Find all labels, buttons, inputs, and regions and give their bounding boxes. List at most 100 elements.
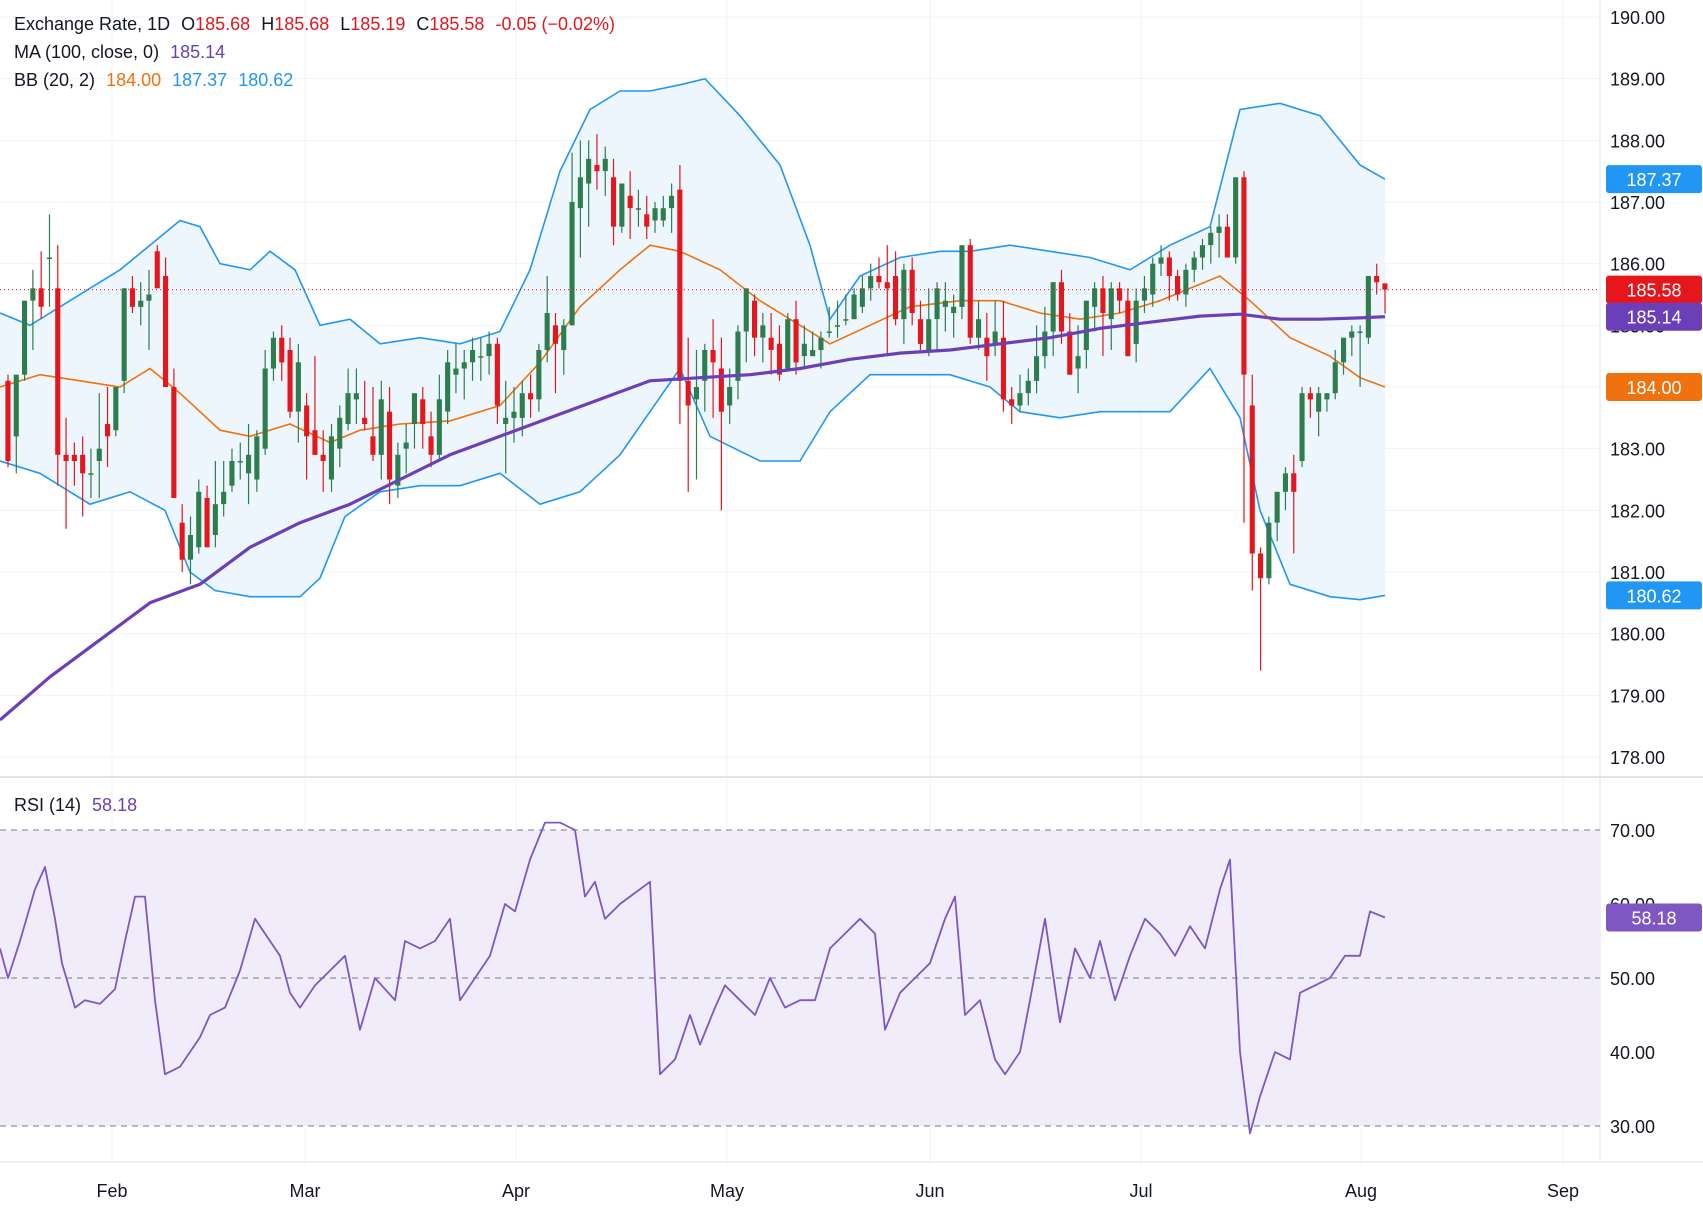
price-tick-label: 179.00 [1610, 686, 1665, 706]
candle [1092, 282, 1098, 332]
candle-body [776, 343, 782, 375]
legend-change: -0.05 (−0.02%) [495, 14, 616, 34]
candle-body [901, 269, 907, 320]
candle-body [1017, 393, 1023, 406]
candle-body [1266, 522, 1272, 579]
candle-body [304, 405, 310, 437]
candle-body [619, 183, 625, 227]
candle-body [337, 417, 343, 449]
candle-body [1324, 393, 1330, 400]
candle-body [345, 393, 351, 424]
candle [494, 337, 500, 424]
bollinger-band-fill [0, 78, 1385, 600]
candle-body [146, 294, 152, 301]
legend-title: Exchange Rate, 1D [14, 14, 171, 34]
candle [743, 288, 749, 363]
candle-body [528, 393, 534, 400]
candle [1332, 350, 1338, 400]
candle-body [46, 257, 52, 259]
time-axis[interactable]: Feb Mar Apr May Jun Jul Aug Sep [96, 1181, 1579, 1201]
candle [843, 294, 849, 326]
bb-band-area [0, 78, 1385, 600]
candle-body [246, 454, 252, 474]
bb-legend-upper: 187.37 [172, 70, 228, 90]
candle [760, 313, 766, 363]
candle-body [1175, 276, 1181, 295]
candle [55, 245, 61, 486]
candle-body [121, 288, 127, 381]
candle-body [1233, 177, 1239, 258]
bb-legend-basis: 184.00 [106, 70, 162, 90]
candle [992, 300, 998, 357]
candle [768, 313, 774, 375]
candle-body [627, 195, 633, 209]
candle-body [1349, 331, 1355, 338]
candle [163, 257, 169, 387]
candle-body [976, 319, 982, 338]
candle [96, 393, 102, 498]
time-tick-label: Mar [290, 1181, 321, 1201]
rsi-legend[interactable]: RSI (14) 58.18 [14, 795, 143, 816]
candle [1117, 282, 1123, 313]
candle-body [403, 442, 409, 449]
legend-o-label: O [181, 14, 196, 34]
candle-body [519, 393, 525, 418]
candle-body [735, 331, 741, 381]
candle [279, 325, 285, 381]
bb-legend-lower: 180.62 [238, 70, 294, 90]
candle-body [38, 288, 44, 307]
candle-body [951, 306, 957, 313]
candle-body [1150, 263, 1156, 295]
candle [893, 251, 899, 326]
candle-body [1141, 288, 1147, 301]
candle [1274, 491, 1280, 542]
candle-body [942, 300, 948, 307]
price-tick-label: 180.00 [1610, 625, 1665, 645]
candle [793, 300, 799, 375]
candle-body [760, 325, 766, 338]
candle [1125, 288, 1131, 357]
candle-body [30, 288, 36, 301]
bb-legend[interactable]: BB (20, 2) 184.00 187.37 180.62 [14, 70, 299, 91]
candle-body [328, 436, 334, 480]
candle [38, 251, 44, 320]
candle-body [187, 535, 193, 560]
candle [1199, 239, 1205, 270]
ma-legend[interactable]: MA (100, close, 0) 185.14 [14, 42, 231, 63]
candle [685, 337, 691, 492]
candle [1324, 393, 1330, 412]
legend-high: 185.68 [274, 14, 330, 34]
candle-body [378, 399, 384, 455]
candle [669, 183, 675, 233]
badge-bb-upper-bg [1606, 165, 1702, 194]
price-tick-label: 178.00 [1610, 748, 1665, 768]
candle [826, 306, 832, 338]
candle-body [834, 325, 840, 327]
candle-body [1050, 282, 1056, 332]
candle-body [1216, 226, 1222, 233]
time-tick-label: Jun [915, 1181, 944, 1201]
candle [254, 430, 260, 492]
candle-body [320, 454, 326, 461]
candle-body [743, 288, 749, 332]
time-tick-label: Feb [96, 1181, 127, 1201]
candle-body [494, 343, 500, 406]
bb-lower-line [0, 366, 1386, 601]
candle-body [445, 362, 451, 412]
candle [976, 300, 982, 350]
candle [204, 485, 210, 548]
candle-body [826, 331, 832, 333]
legend-close: 185.58 [429, 14, 485, 34]
candle [105, 387, 111, 468]
candle-body [1374, 276, 1380, 283]
badge-ma-bg [1606, 302, 1702, 331]
candle [967, 239, 973, 344]
candle [88, 448, 94, 498]
candle [295, 343, 301, 443]
candle-body [594, 165, 600, 172]
candle [1224, 214, 1230, 258]
candle [1208, 226, 1214, 264]
candle [544, 276, 550, 363]
